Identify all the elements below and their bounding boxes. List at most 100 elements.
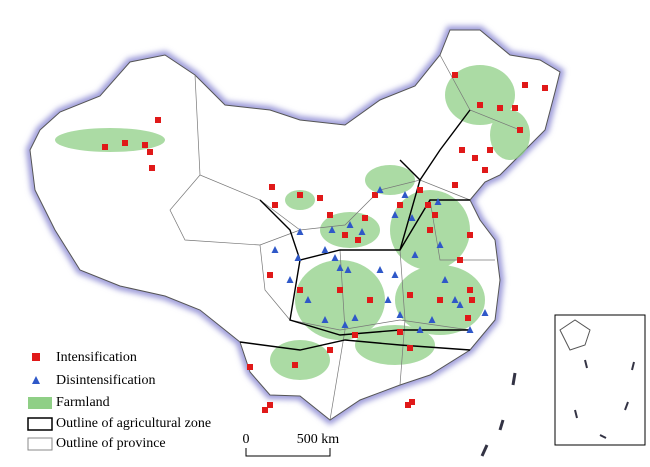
disintensification-site <box>271 246 279 253</box>
disintensification-site <box>384 296 392 303</box>
disintensification-site <box>351 314 359 321</box>
disintensification-site <box>336 264 344 271</box>
inset-frame <box>554 314 646 446</box>
intensification-site <box>352 332 358 338</box>
disintensification-site <box>451 296 459 303</box>
intensification-site <box>327 212 333 218</box>
disintensification-site <box>428 316 436 323</box>
intensification-site <box>147 149 153 155</box>
disintensification-site <box>321 316 329 323</box>
intensification-site <box>409 399 415 405</box>
intensification-site <box>417 187 423 193</box>
disintensification-site <box>344 266 352 273</box>
intensification-site <box>362 215 368 221</box>
intensification-site <box>457 257 463 263</box>
intensification-site <box>432 212 438 218</box>
intensification-site <box>337 287 343 293</box>
intensification-site <box>467 232 473 238</box>
intensification-site <box>397 202 403 208</box>
disintensification-site <box>408 214 416 221</box>
intensification-site <box>469 297 475 303</box>
intensification-site <box>517 127 523 133</box>
intensification-site <box>459 147 465 153</box>
disintensification-site <box>376 186 384 193</box>
intensification-site <box>122 140 128 146</box>
inset-coast <box>559 319 591 351</box>
disintensification-site <box>358 228 366 235</box>
legend-label: Farmland <box>56 395 110 410</box>
disintensification-site <box>331 254 339 261</box>
disintensification-site <box>286 276 294 283</box>
disintensification-site <box>341 321 349 328</box>
intensification-site <box>342 232 348 238</box>
scale-end: 500 km <box>297 432 340 447</box>
intensification-site <box>452 72 458 78</box>
intensification-site <box>522 82 528 88</box>
legend-label: Disintensification <box>56 373 156 388</box>
intensification-site <box>427 227 433 233</box>
intensification-site <box>407 345 413 351</box>
intensification-site <box>477 102 483 108</box>
intensification-site <box>327 347 333 353</box>
intensification-site <box>267 402 273 408</box>
intensification-site <box>372 192 378 198</box>
intensification-site <box>142 142 148 148</box>
intensification-site <box>542 85 548 91</box>
intensification-site <box>292 362 298 368</box>
intensification-site <box>425 202 431 208</box>
intensification-site <box>262 407 268 413</box>
intensification-site <box>512 105 518 111</box>
intensification-site <box>155 117 161 123</box>
disintensification-site <box>294 254 302 261</box>
intensification-site <box>269 184 275 190</box>
disintensification-site <box>481 309 489 316</box>
intensification-site <box>482 167 488 173</box>
disintensification-site <box>396 311 404 318</box>
scale-bar: 0 500 km <box>243 432 340 457</box>
intensification-site <box>355 237 361 243</box>
disintensification-site <box>328 226 336 233</box>
intensification-site <box>317 195 323 201</box>
intensification-site <box>267 272 273 278</box>
intensification-site <box>437 297 443 303</box>
disintensification-site <box>441 276 449 283</box>
sample-sites <box>102 72 548 413</box>
legend-label: Outline of province <box>56 436 166 451</box>
disintensification-site <box>456 301 464 308</box>
intensification-site <box>149 165 155 171</box>
intensification-site <box>405 402 411 408</box>
disintensification-site <box>391 271 399 278</box>
disintensification-site <box>346 221 354 228</box>
intensification-site <box>465 315 471 321</box>
zone-outlines <box>239 109 471 351</box>
intensification-site <box>467 287 473 293</box>
disintensification-site <box>376 266 384 273</box>
disintensification-site <box>434 198 442 205</box>
intensification-site <box>247 364 253 370</box>
intensification-site <box>497 105 503 111</box>
legend-swatch-farmland <box>28 397 52 409</box>
disintensification-site <box>466 326 474 333</box>
disintensification-site <box>391 211 399 218</box>
province-outlines <box>169 54 521 421</box>
legend: Intensification Disintensification Farml… <box>27 350 211 451</box>
intensification-site <box>367 297 373 303</box>
legend-swatch-province <box>27 437 53 451</box>
intensification-site <box>472 155 478 161</box>
intensification-site <box>297 192 303 198</box>
intensification-site <box>452 182 458 188</box>
legend-swatch-square <box>32 353 40 361</box>
disintensification-site <box>321 246 329 253</box>
disintensification-site <box>296 228 304 235</box>
disintensification-site <box>436 241 444 248</box>
scale-line <box>245 448 331 457</box>
intensification-site <box>487 147 493 153</box>
inset-dashes <box>574 359 635 439</box>
intensification-site <box>407 292 413 298</box>
disintensification-site <box>411 251 419 258</box>
legend-label: Outline of agricultural zone <box>56 416 211 431</box>
intensification-site <box>272 202 278 208</box>
intensification-site <box>102 144 108 150</box>
intensification-site <box>297 287 303 293</box>
legend-label: Intensification <box>56 350 137 365</box>
